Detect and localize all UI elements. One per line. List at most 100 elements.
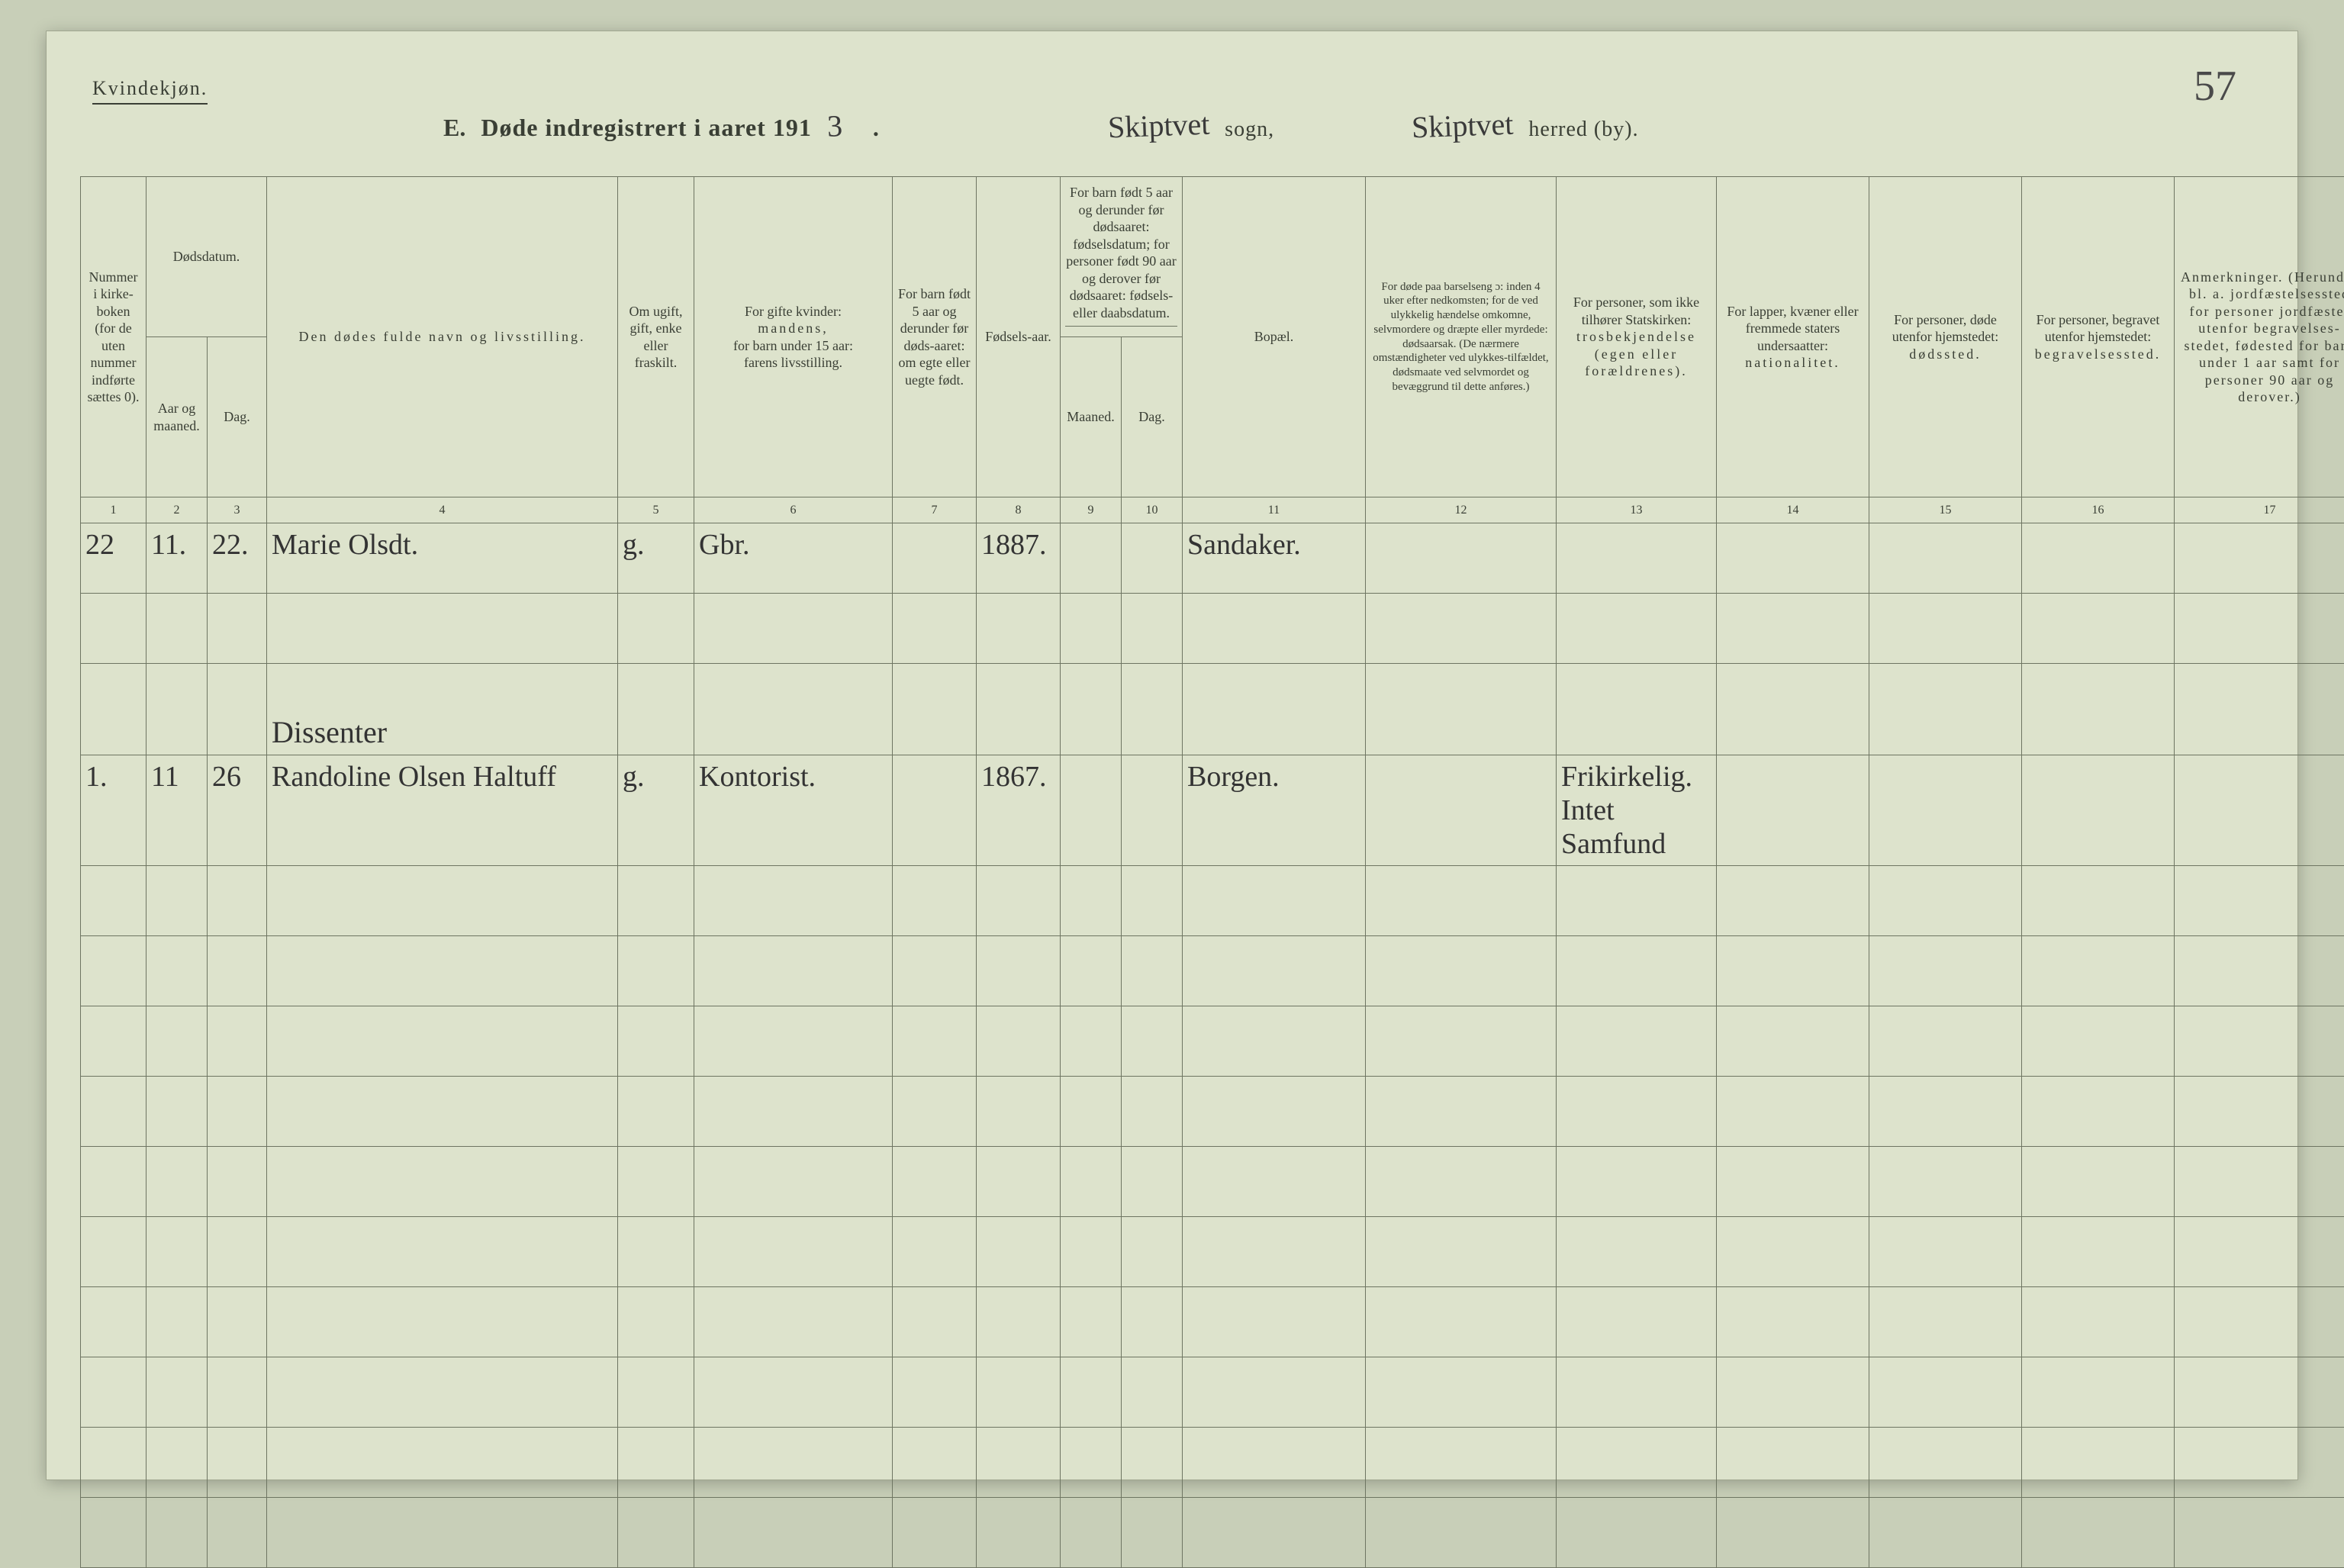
col-header-9: Maaned. — [1061, 337, 1122, 497]
cell-c5 — [618, 1077, 694, 1147]
cell-c13 — [1557, 936, 1717, 1006]
colnum: 10 — [1122, 497, 1183, 523]
cell-c15 — [1869, 1217, 2022, 1287]
gender-heading: Kvindekjøn. — [92, 77, 208, 105]
cell-c12 — [1366, 1357, 1557, 1428]
cell-c14 — [1717, 1006, 1869, 1077]
cell-c15 — [1869, 936, 2022, 1006]
col-header-9-10-group: For barn født 5 aar og derunder før døds… — [1061, 177, 1183, 337]
cell-c6 — [694, 1077, 893, 1147]
col-header-5: Om ugift, gift, enke eller fraskilt. — [618, 177, 694, 497]
col-header-13: For personer, som ikke tilhører Statskir… — [1557, 177, 1717, 497]
cell-c15 — [1869, 866, 2022, 936]
cell-c13 — [1557, 1498, 1717, 1568]
cell-c11 — [1183, 1147, 1366, 1217]
cell-c7 — [893, 523, 977, 594]
cell-c2 — [146, 594, 208, 664]
column-number-row: 1 2 3 4 5 6 7 8 9 10 11 12 13 14 15 16 1… — [81, 497, 2344, 523]
cell-c15 — [1869, 1287, 2022, 1357]
cell-c9 — [1061, 755, 1122, 866]
cell-c3 — [208, 1357, 267, 1428]
cell-c12 — [1366, 1077, 1557, 1147]
colnum: 1 — [81, 497, 146, 523]
cell-c8: 1867. — [977, 755, 1061, 866]
cell-c15 — [1869, 1147, 2022, 1217]
cell-c14 — [1717, 866, 1869, 936]
cell-value: 1867. — [981, 761, 1047, 793]
cell-c11 — [1183, 1287, 1366, 1357]
cell-c5 — [618, 1217, 694, 1287]
col-header-13b: trosbekjendelse (egen eller forældrenes)… — [1576, 329, 1696, 378]
cell-c17 — [2175, 1357, 2344, 1428]
table-row — [81, 1498, 2344, 1568]
cell-c7 — [893, 1428, 977, 1498]
cell-c6 — [694, 1498, 893, 1568]
cell-c16 — [2022, 1287, 2175, 1357]
table-header: Nummer i kirke-boken (for de uten nummer… — [81, 177, 2344, 523]
cell-c12 — [1366, 594, 1557, 664]
col-header-6c: for barn under 15 aar: — [733, 338, 853, 353]
cell-c9 — [1061, 936, 1122, 1006]
cell-c4: Dissenter — [267, 664, 618, 755]
cell-c5 — [618, 1006, 694, 1077]
cell-c1 — [81, 594, 146, 664]
cell-c17 — [2175, 1006, 2344, 1077]
cell-c17 — [2175, 936, 2344, 1006]
cell-c13 — [1557, 1357, 1717, 1428]
cell-c2 — [146, 1428, 208, 1498]
cell-value: g. — [623, 761, 645, 793]
cell-c8: 1887. — [977, 523, 1061, 594]
cell-c2: 11. — [146, 523, 208, 594]
cell-c7 — [893, 1217, 977, 1287]
table-row — [81, 1217, 2344, 1287]
cell-c1 — [81, 1428, 146, 1498]
cell-c5 — [618, 1428, 694, 1498]
cell-c15 — [1869, 755, 2022, 866]
colnum: 14 — [1717, 497, 1869, 523]
col-header-14b: nationalitet. — [1745, 355, 1840, 370]
cell-c3 — [208, 1287, 267, 1357]
cell-c11 — [1183, 594, 1366, 664]
cell-c7 — [893, 1357, 977, 1428]
col-header-12: For døde paa barselseng ɔ: inden 4 uker … — [1366, 177, 1557, 497]
cell-c2 — [146, 1287, 208, 1357]
cell-c6 — [694, 1428, 893, 1498]
death-register-table: Nummer i kirke-boken (for de uten nummer… — [80, 176, 2344, 1568]
cell-c5 — [618, 594, 694, 664]
cell-c7 — [893, 866, 977, 936]
cell-c5 — [618, 664, 694, 755]
cell-c7 — [893, 664, 977, 755]
cell-c16 — [2022, 1217, 2175, 1287]
cell-c17 — [2175, 664, 2344, 755]
col-header-6a: For gifte kvinder: — [745, 304, 842, 319]
cell-c7 — [893, 1498, 977, 1568]
cell-c9 — [1061, 664, 1122, 755]
cell-c9 — [1061, 866, 1122, 936]
cell-c11 — [1183, 1498, 1366, 1568]
cell-c13 — [1557, 664, 1717, 755]
cell-c13 — [1557, 1287, 1717, 1357]
cell-c16 — [2022, 523, 2175, 594]
col-header-6b: mandens, — [758, 320, 828, 336]
col-header-14: For lapper, kvæner eller fremmede stater… — [1717, 177, 1869, 497]
cell-c1 — [81, 866, 146, 936]
table-row — [81, 1287, 2344, 1357]
cell-c13 — [1557, 1077, 1717, 1147]
cell-c16 — [2022, 664, 2175, 755]
cell-value: Kontorist. — [699, 761, 816, 793]
cell-c13 — [1557, 1217, 1717, 1287]
cell-value: 1. — [85, 761, 108, 793]
cell-c2: 11 — [146, 755, 208, 866]
cell-c12 — [1366, 1287, 1557, 1357]
cell-c3 — [208, 936, 267, 1006]
col-header-1: Nummer i kirke-boken (for de uten nummer… — [81, 177, 146, 497]
col-header-6d: farens livsstilling. — [744, 355, 842, 370]
table-row — [81, 866, 2344, 936]
cell-c6 — [694, 1006, 893, 1077]
cell-c2 — [146, 1077, 208, 1147]
cell-c16 — [2022, 1357, 2175, 1428]
cell-c3 — [208, 1498, 267, 1568]
cell-c12 — [1366, 1217, 1557, 1287]
cell-c16 — [2022, 1498, 2175, 1568]
table-row — [81, 1428, 2344, 1498]
